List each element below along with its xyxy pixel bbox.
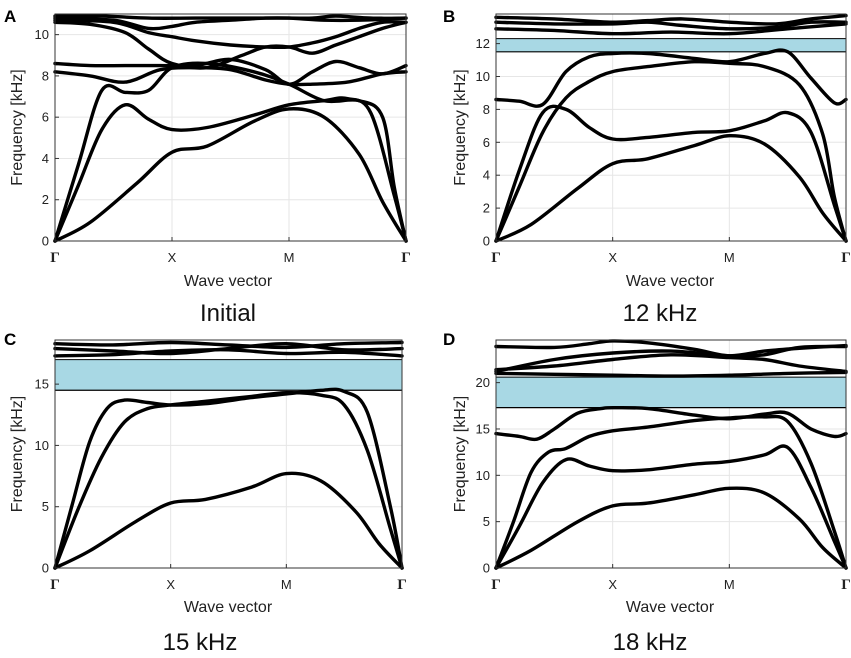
y-tick-label: 5 — [42, 499, 49, 514]
y-axis-label: Frequency [kHz] — [9, 396, 26, 512]
x-tick-label: Γ — [491, 577, 501, 593]
y-tick-label: 10 — [35, 27, 49, 42]
band-curve-7 — [53, 18, 408, 50]
band-gap-region — [496, 377, 846, 408]
x-tick-label: M — [281, 577, 292, 592]
band-curve-5 — [494, 370, 848, 378]
band-curve-5 — [53, 341, 404, 356]
y-tick-label: 6 — [483, 135, 490, 150]
y-axis-label: Frequency [kHz] — [452, 396, 469, 512]
panel-A: 0 2 4 6 8 10 Γ X M Γ Wave vector Frequency [kHz] A In… — [4, 7, 411, 327]
x-tick-label: Γ — [401, 250, 411, 266]
axes-frame — [495, 13, 847, 242]
band-curve-8 — [494, 339, 848, 358]
band-curve-2 — [494, 444, 848, 570]
y-tick-label: 10 — [35, 438, 49, 453]
y-tick-label: 8 — [483, 102, 490, 117]
x-tick-label: Γ — [397, 577, 407, 593]
band-curve-3 — [53, 387, 404, 570]
band-curve-3 — [494, 59, 848, 243]
x-axis-label: Wave vector — [626, 599, 715, 616]
x-tick-label: M — [724, 250, 735, 265]
band-curve-4 — [53, 65, 408, 87]
x-tick-label: X — [608, 577, 617, 592]
y-tick-label: 12 — [476, 36, 490, 51]
band-curve-2 — [494, 104, 848, 243]
band-curve-6 — [494, 20, 848, 31]
y-tick-label: 15 — [476, 421, 490, 436]
axes-frame — [495, 339, 847, 569]
band-curve-5 — [494, 22, 848, 36]
band-curve-6 — [494, 353, 848, 374]
panel-caption: 15 kHz — [163, 629, 238, 656]
x-tick-label: Γ — [50, 250, 60, 266]
y-tick-label: 15 — [35, 377, 49, 392]
x-tick-label: X — [168, 250, 177, 265]
panel-caption: 12 kHz — [623, 300, 698, 327]
y-tick-label: 4 — [483, 168, 490, 183]
y-tick-label: 4 — [42, 151, 49, 166]
y-axis-label: Frequency [kHz] — [9, 69, 26, 185]
y-tick-label: 10 — [476, 468, 490, 483]
panel-letter: B — [443, 7, 455, 26]
x-axis-label: Wave vector — [184, 599, 273, 616]
x-axis-label: Wave vector — [184, 273, 273, 290]
band-curve-3 — [494, 414, 848, 570]
band-curve-8 — [53, 16, 408, 31]
band-curve-1 — [53, 107, 408, 243]
y-axis-label: Frequency [kHz] — [452, 69, 469, 185]
band-curve-4 — [494, 405, 848, 442]
y-tick-label: 5 — [483, 514, 490, 529]
band-curve-6 — [53, 20, 408, 70]
panel-caption: 18 kHz — [613, 629, 688, 656]
x-axis-label: Wave vector — [626, 273, 715, 290]
axes-frame — [54, 339, 403, 569]
y-tick-label: 2 — [483, 201, 490, 216]
band-curve-2 — [53, 390, 404, 570]
panel-D: 0 5 10 15 20 Γ X M Γ Wave vector Frequency [kHz] D 1… — [443, 330, 851, 656]
band-curve-5 — [53, 57, 408, 86]
panel-caption: Initial — [200, 300, 256, 327]
band-curve-1 — [494, 133, 848, 243]
x-tick-label: X — [608, 250, 617, 265]
y-tick-label: 0 — [483, 561, 490, 576]
y-tick-label: 10 — [476, 69, 490, 84]
x-tick-label: X — [166, 577, 175, 592]
band-curve-7 — [494, 13, 848, 26]
x-tick-label: Γ — [841, 250, 851, 266]
y-tick-label: 0 — [483, 234, 490, 249]
panel-B: 0 2 4 6 8 10 12 Γ X M Γ Wave vector Frequency [kHz] B… — [443, 7, 851, 327]
band-curve-9 — [53, 14, 408, 20]
y-tick-label: 20 — [476, 375, 490, 390]
x-tick-label: M — [724, 577, 735, 592]
band-curve-3 — [53, 61, 408, 243]
y-tick-label: 6 — [42, 110, 49, 125]
x-tick-label: Γ — [841, 577, 851, 593]
panel-letter: D — [443, 330, 455, 349]
y-tick-label: 2 — [42, 192, 49, 207]
y-tick-label: 0 — [42, 234, 49, 249]
band-curve-2 — [53, 96, 408, 243]
x-tick-label: Γ — [491, 250, 501, 266]
band-curve-6 — [53, 340, 404, 350]
x-tick-label: M — [284, 250, 295, 265]
band-gap-region — [55, 359, 402, 391]
y-tick-label: 8 — [42, 68, 49, 83]
panel-C: 0 5 10 15 Γ X M Γ Wave vector Frequency [kHz] C 15 … — [4, 330, 407, 656]
band-curve-4 — [494, 48, 848, 108]
y-tick-label: 0 — [42, 561, 49, 576]
band-gap-region — [496, 38, 846, 52]
panel-letter: A — [4, 7, 16, 26]
band-curve-1 — [53, 471, 404, 570]
x-tick-label: Γ — [50, 577, 60, 593]
band-curve-1 — [494, 486, 848, 570]
panel-letter: C — [4, 330, 16, 349]
axes-frame — [54, 13, 407, 242]
